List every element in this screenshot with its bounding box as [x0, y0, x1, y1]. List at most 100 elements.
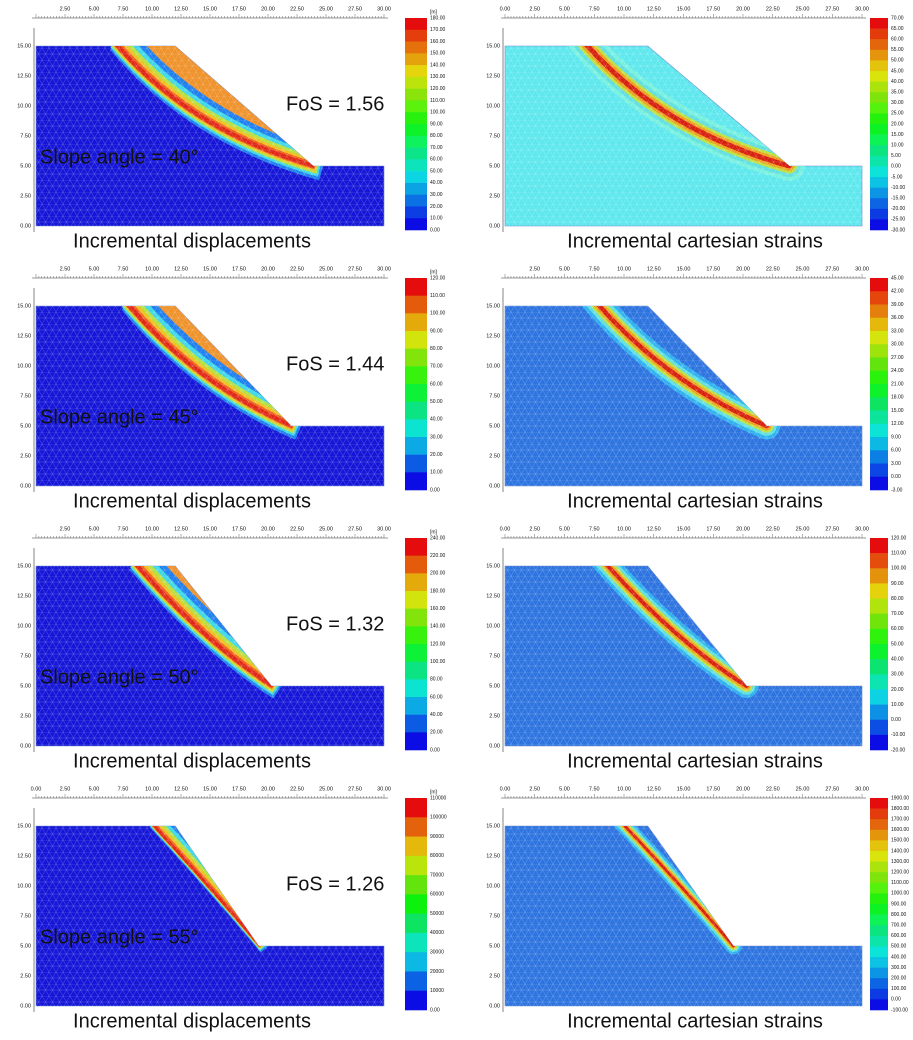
x-tick-label: 0.00 [31, 786, 42, 792]
y-tick-label: 2.50 [489, 193, 500, 199]
caption: Incremental cartesian strains [567, 750, 823, 772]
legend-label: 0.00 [430, 487, 440, 493]
x-tick-label: 0.00 [500, 6, 511, 12]
x-tick-label: 12.50 [647, 266, 661, 272]
legend-swatch [870, 384, 888, 398]
legend-label: 70.00 [891, 15, 904, 21]
legend-label: 0.00 [891, 717, 901, 723]
legend-swatch [405, 295, 427, 314]
legend-label: 180.00 [430, 588, 446, 594]
x-tick-label: 17.50 [706, 786, 720, 792]
legend-swatch [405, 454, 427, 473]
legend-label: 60000 [430, 892, 444, 898]
legend-label: 9.00 [891, 434, 901, 440]
y-tick-label: 15.00 [17, 823, 31, 829]
x-tick-label: 27.50 [825, 786, 839, 792]
legend-swatch [870, 304, 888, 319]
legend-swatch [870, 819, 888, 831]
legend-label: 10.00 [430, 216, 443, 222]
y-tick-label: 5.00 [489, 943, 500, 949]
legend-label: 27.00 [891, 355, 904, 361]
legend-swatch [405, 555, 427, 574]
contours [505, 46, 862, 226]
x-tick-label: 20.00 [261, 786, 275, 792]
mesh [36, 826, 384, 1006]
x-tick-label: 5.00 [559, 6, 570, 12]
y-tick-label: 0.00 [489, 743, 500, 749]
y-tick-label: 15.00 [486, 303, 500, 309]
y-tick-label: 15.00 [17, 303, 31, 309]
legend-label: 80000 [430, 853, 444, 859]
x-tick-label: 12.50 [174, 526, 188, 532]
x-tick-label: 12.50 [174, 786, 188, 792]
x-tick-label: 20.00 [736, 786, 750, 792]
legend-swatch [405, 124, 427, 137]
legend-label: 90.00 [891, 581, 904, 587]
legend-swatch [405, 855, 427, 876]
y-tick-label: 7.50 [20, 913, 31, 919]
y-tick-label: 2.50 [20, 713, 31, 719]
legend-label: 40.00 [430, 417, 443, 423]
legend-swatch [405, 159, 427, 172]
x-tick-label: 15.00 [203, 526, 217, 532]
x-tick-label: 15.00 [203, 266, 217, 272]
legend-swatch [405, 894, 427, 914]
factor-of-safety: FoS = 1.32 [286, 613, 384, 635]
legend-swatch [870, 967, 888, 979]
x-tick-label: 17.50 [232, 526, 246, 532]
legend-swatch [870, 568, 888, 584]
legend-label: 40.00 [430, 712, 443, 718]
x-tick-label: 20.00 [736, 266, 750, 272]
legend-swatch [405, 661, 427, 680]
x-tick-label: 2.50 [529, 6, 540, 12]
legend-swatch [870, 166, 888, 178]
legend-swatch [405, 18, 427, 31]
y-tick-label: 15.00 [486, 563, 500, 569]
legend-swatch [870, 851, 888, 862]
caption: Incremental displacements [73, 1010, 311, 1032]
legend-swatch [405, 278, 427, 296]
legend-swatch [870, 893, 888, 905]
legend-swatch [870, 613, 888, 630]
y-tick-label: 0.00 [20, 223, 31, 229]
y-tick-label: 10.00 [17, 883, 31, 889]
x-tick-label: 0.00 [500, 526, 511, 532]
contours [36, 826, 384, 1006]
legend-swatch [870, 904, 888, 915]
x-tick-label: 7.50 [589, 786, 600, 792]
y-tick-label: 15.00 [486, 823, 500, 829]
x-tick-label: 5.00 [559, 526, 570, 532]
legend-label: 30.00 [430, 434, 443, 440]
legend-label: 90.00 [430, 121, 443, 127]
legend-label: 300.00 [891, 965, 907, 971]
contours [36, 46, 384, 226]
slope-angle: Slope angle = 55° [40, 926, 199, 948]
legend-label: 36.00 [891, 315, 904, 321]
legend-label: 900.00 [891, 901, 907, 907]
legend-label: 40.00 [891, 79, 904, 85]
legend-swatch [870, 198, 888, 210]
legend-label: 110.00 [891, 550, 906, 556]
legend-swatch [870, 39, 888, 51]
legend-swatch [870, 957, 888, 968]
contours [505, 306, 862, 486]
legend-swatch [870, 124, 888, 135]
legend-label: 70.00 [430, 145, 443, 151]
legend-swatch [870, 914, 888, 926]
x-tick-label: 15.00 [677, 266, 691, 272]
x-tick-label: 22.50 [290, 266, 304, 272]
legend-label: 150.00 [430, 51, 446, 57]
legend-label: 10.00 [891, 702, 904, 708]
mesh [505, 826, 862, 1006]
legend-swatch [870, 187, 888, 199]
legend-label: 100.00 [430, 110, 446, 116]
legend-label: 70000 [430, 872, 444, 878]
legend-swatch [405, 313, 427, 332]
x-tick-label: 5.00 [89, 266, 100, 272]
legend-label: 50000 [430, 911, 444, 917]
legend-label: 80.00 [891, 596, 904, 602]
legend-units: [m] [430, 9, 438, 15]
legend-label: 0.00 [891, 997, 901, 1003]
strain-panel: 0.00 2.50 5.00 7.50 10.00 12.50 15.00 17.50 20.0… [486, 526, 906, 772]
legend-swatch [870, 134, 888, 146]
